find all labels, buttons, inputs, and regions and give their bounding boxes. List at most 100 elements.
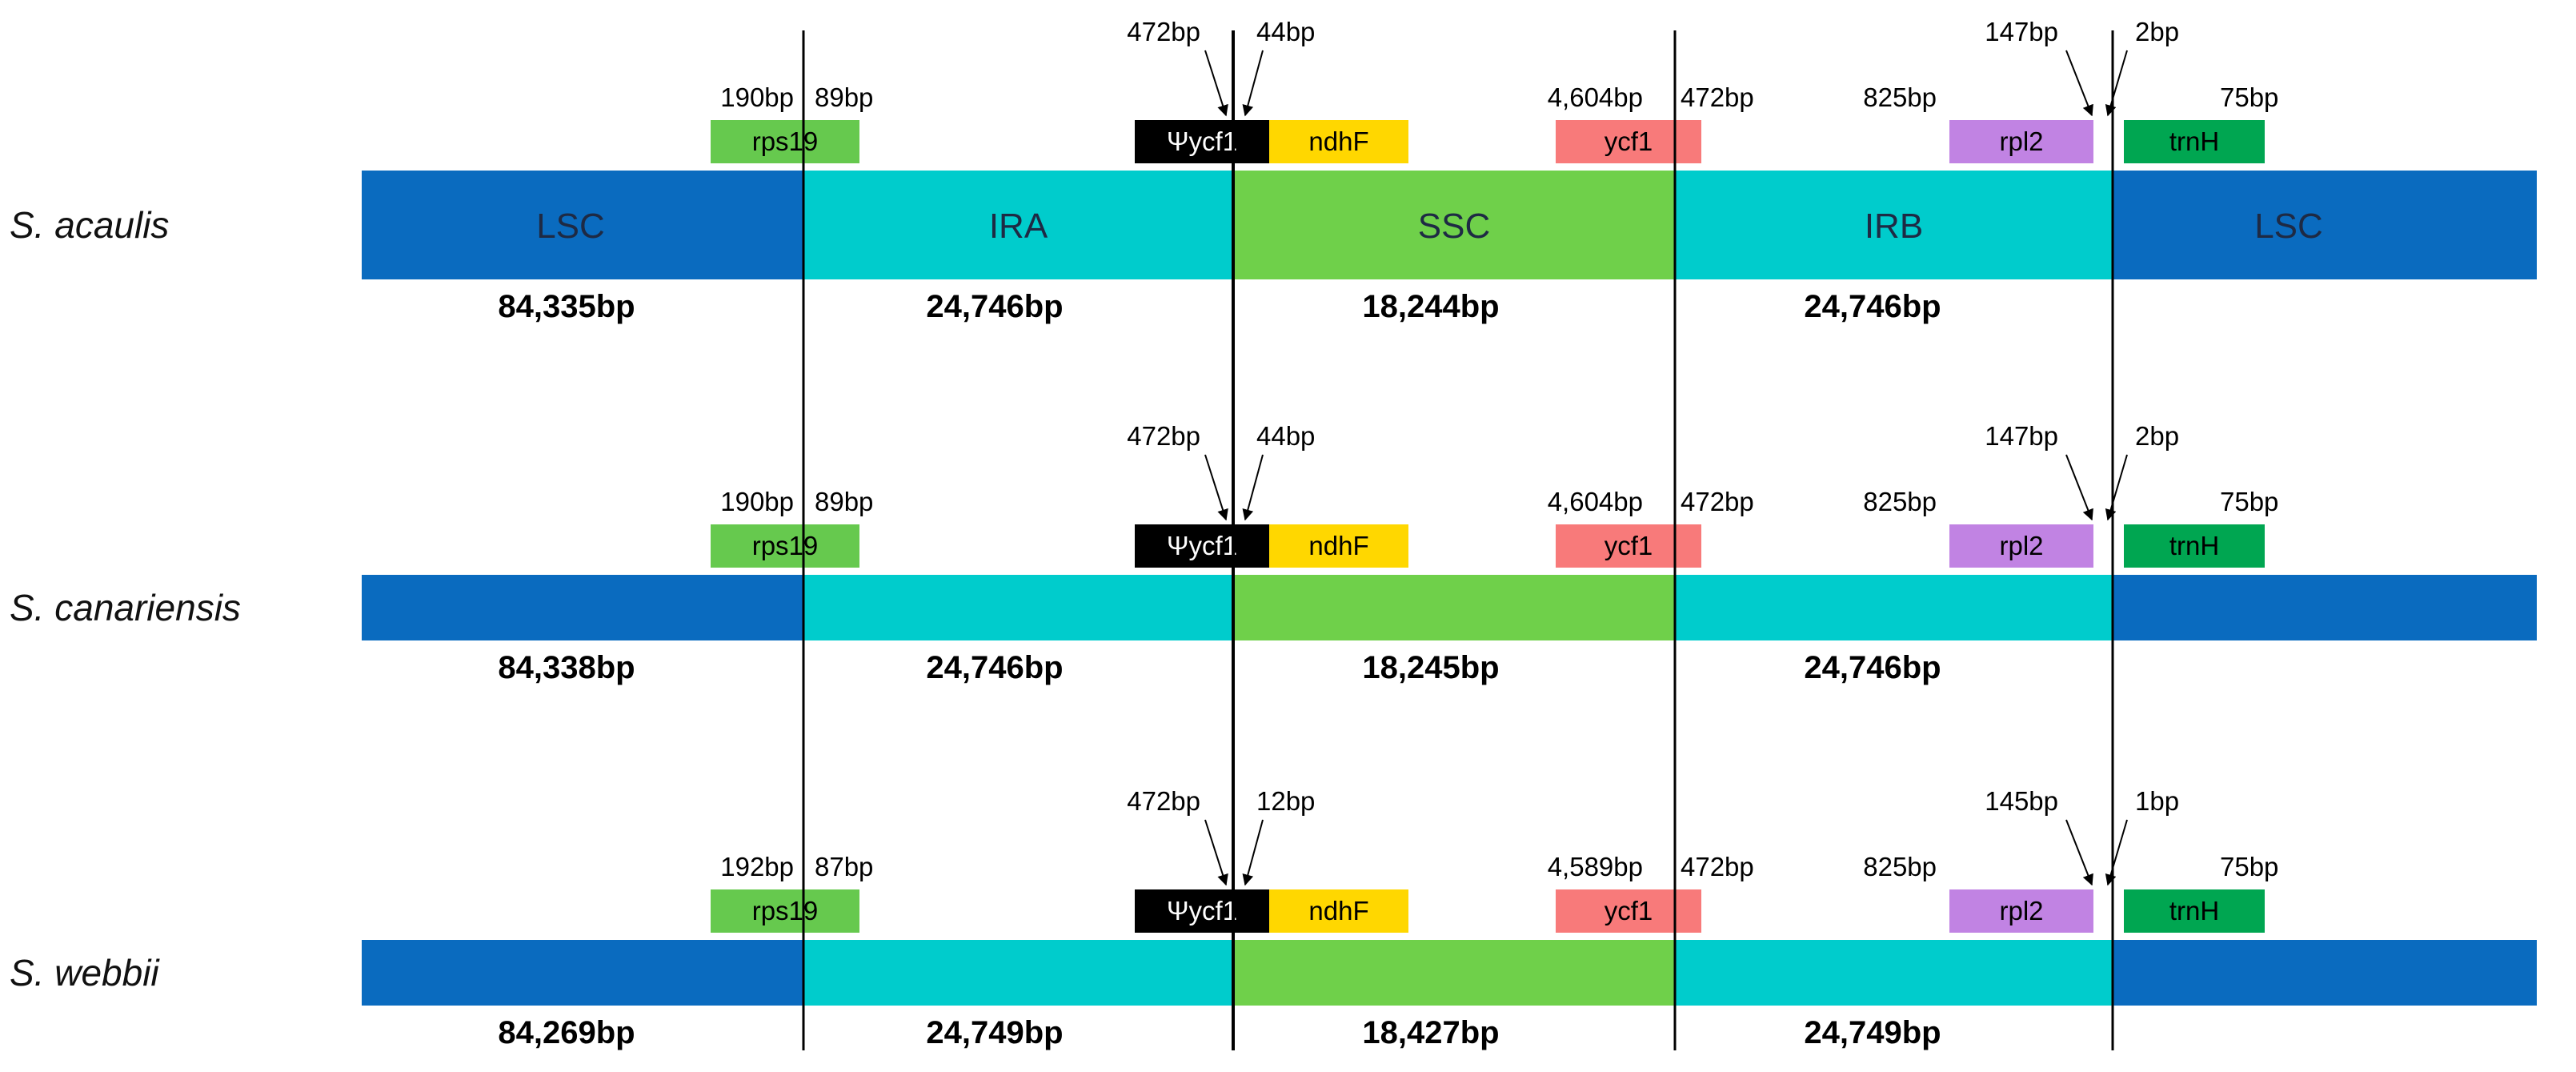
arrow-trnh [2105, 454, 2128, 521]
bp-rpl2-left: 825bp [1863, 487, 1937, 516]
arrow-rpl2 [2065, 819, 2093, 886]
bp-rps19-left: 190bp [720, 82, 794, 112]
gene-ndhF-label: ndhF [1308, 531, 1368, 560]
species-row: S. acaulis LSC IRA SSC IRB LSC 84,335bp 24,746b… [10, 17, 2537, 324]
bp-rpl2-left: 825bp [1863, 852, 1937, 881]
arrow-ndhf [1242, 819, 1264, 886]
gene-ycf1-label: ycf1 [1604, 531, 1653, 560]
region-length-label: 24,746bp [926, 289, 1063, 324]
gene-rps19-label: rps19 [752, 531, 819, 560]
bp-rps19-left: 192bp [720, 852, 794, 881]
gene-ycf1-box [1556, 120, 1701, 163]
bp-trnh-right: 75bp [2220, 852, 2278, 881]
region-lsc-segment [2113, 171, 2537, 279]
gene-ycf1-pseudo-label: Ψycf1 [1167, 531, 1237, 560]
region-length-label: 24,746bp [926, 650, 1063, 685]
bp-rps19-right: 89bp [815, 82, 873, 112]
gene-rpl2-label: rpl2 [1999, 896, 2043, 925]
bp-rpl2-right: 147bp [1985, 17, 2058, 46]
region-name: IRB [1865, 207, 1923, 246]
species-name: S. acaulis [10, 204, 169, 246]
region-irb-segment [1675, 171, 2113, 279]
species-name: S. webbii [10, 952, 160, 994]
bp-rps19-right: 89bp [815, 487, 873, 516]
region-ira-segment [803, 575, 1233, 640]
gene-ycf1-pseudo-box [1135, 889, 1269, 933]
bp-trnh-right: 75bp [2220, 82, 2278, 112]
gene-ndhF-box [1269, 524, 1408, 568]
region-ira-segment [803, 940, 1233, 1006]
gene-rps19-label: rps19 [752, 126, 819, 156]
gene-ndhF-box [1269, 889, 1408, 933]
bp-ycf1-right: 472bp [1681, 852, 1754, 881]
region-length-label: 18,244bp [1362, 289, 1499, 324]
bp-rpl2-left: 825bp [1863, 82, 1937, 112]
gene-ycf1-label: ycf1 [1604, 126, 1653, 156]
region-ssc-segment [1233, 940, 1675, 1006]
region-name: LSC [536, 207, 605, 246]
gene-rpl2-box [1949, 889, 2093, 933]
bp-rps19-right: 87bp [815, 852, 873, 881]
bp-ycf1-right: 472bp [1681, 487, 1754, 516]
arrow-ycf1-pseudo [1204, 454, 1228, 521]
arrow-ycf1-pseudo [1204, 50, 1228, 117]
bp-rpl2-right: 145bp [1985, 786, 2058, 816]
arrow-ycf1-pseudo [1204, 819, 1228, 886]
gene-rpl2-label: rpl2 [1999, 531, 2043, 560]
gene-rps19-box [711, 524, 859, 568]
bp-trnh-left: 2bp [2135, 421, 2179, 451]
region-length-label: 24,746bp [1804, 650, 1941, 685]
region-lsc-segment [362, 171, 803, 279]
region-lsc-segment [2113, 575, 2537, 640]
arrow-trnh [2105, 819, 2128, 886]
gene-rpl2-box [1949, 120, 2093, 163]
region-irb-segment [1675, 575, 2113, 640]
region-length-label: 84,338bp [498, 650, 635, 685]
gene-ycf1-pseudo-box [1135, 524, 1269, 568]
gene-rps19-box [711, 889, 859, 933]
bp-trnh-left: 1bp [2135, 786, 2179, 816]
arrow-ndhf [1242, 50, 1264, 117]
bp-ycf1-left: 4,604bp [1548, 82, 1643, 112]
region-length-label: 18,427bp [1362, 1015, 1499, 1050]
gene-ndhF-label: ndhF [1308, 126, 1368, 156]
gene-ycf1-label: ycf1 [1604, 896, 1653, 925]
gene-trnH-box [2124, 889, 2265, 933]
region-lsc-segment [2113, 940, 2537, 1006]
region-lsc-segment [362, 575, 803, 640]
arrow-rpl2 [2065, 50, 2093, 117]
region-length-label: 24,746bp [1804, 289, 1941, 324]
gene-ycf1-box [1556, 889, 1701, 933]
bp-ndhf: 44bp [1256, 421, 1315, 451]
bp-ycf1-pseudo: 472bp [1127, 421, 1200, 451]
region-length-label: 84,335bp [498, 289, 635, 324]
arrow-ndhf [1242, 454, 1264, 521]
gene-rpl2-box [1949, 524, 2093, 568]
region-name: SSC [1418, 207, 1490, 246]
arrow-trnh [2105, 50, 2128, 117]
bp-rpl2-right: 147bp [1985, 421, 2058, 451]
bp-ycf1-pseudo: 472bp [1127, 17, 1200, 46]
gene-trnH-box [2124, 120, 2265, 163]
region-length-label: 18,245bp [1362, 650, 1499, 685]
bp-rps19-left: 190bp [720, 487, 794, 516]
arrow-rpl2 [2065, 454, 2093, 521]
region-name: IRA [989, 207, 1048, 246]
gene-trnH-label: trnH [2169, 126, 2219, 156]
gene-ycf1-pseudo-label: Ψycf1 [1167, 896, 1237, 925]
gene-rps19-label: rps19 [752, 896, 819, 925]
bp-ycf1-left: 4,589bp [1548, 852, 1643, 881]
bp-ndhf: 44bp [1256, 17, 1315, 46]
gene-ndhF-box [1269, 120, 1408, 163]
bp-ycf1-right: 472bp [1681, 82, 1754, 112]
region-length-label: 24,749bp [1804, 1015, 1941, 1050]
region-irb-segment [1675, 940, 2113, 1006]
region-ira-segment [803, 171, 1233, 279]
gene-rps19-box [711, 120, 859, 163]
region-lsc-segment [362, 940, 803, 1006]
gene-ycf1-pseudo-box [1135, 120, 1269, 163]
gene-trnH-label: trnH [2169, 896, 2219, 925]
region-ssc-segment [1233, 575, 1675, 640]
gene-ycf1-pseudo-label: Ψycf1 [1167, 126, 1237, 156]
